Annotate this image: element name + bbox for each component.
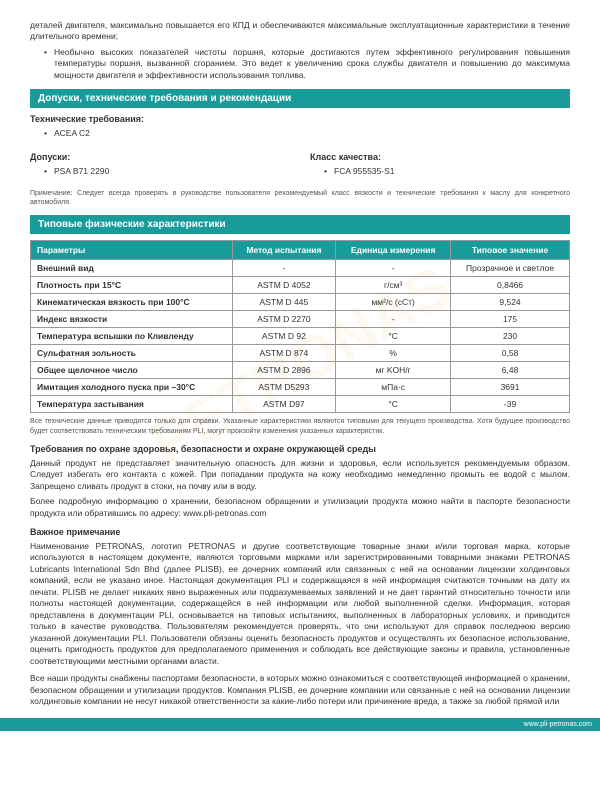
physical-note: Все технические данные приводятся только…	[30, 417, 570, 435]
table-cell: ASTM D5293	[232, 379, 336, 396]
table-cell: ASTM D97	[232, 396, 336, 413]
table-cell: Температура вспышки по Кливленду	[31, 328, 233, 345]
tech-req-label: Технические требования:	[30, 114, 570, 124]
quality-label: Класс качества:	[310, 152, 570, 162]
table-cell: Сульфатная зольность	[31, 345, 233, 362]
table-cell: ASTM D 2896	[232, 362, 336, 379]
table-cell: мм²/с (сСт)	[336, 294, 451, 311]
table-cell: ASTM D 2270	[232, 311, 336, 328]
table-cell: ASTM D 92	[232, 328, 336, 345]
physical-properties-table: Параметры Метод испытания Единица измере…	[30, 240, 570, 413]
table-cell: -	[336, 311, 451, 328]
table-cell: -39	[451, 396, 570, 413]
table-cell: ASTM D 445	[232, 294, 336, 311]
th-param: Параметры	[31, 241, 233, 260]
table-row: Общее щелочное числоASTM D 2896мг KOH/г6…	[31, 362, 570, 379]
table-row: Кинематическая вязкость при 100°CASTM D …	[31, 294, 570, 311]
table-cell: 9,524	[451, 294, 570, 311]
approvals-label: Допуски:	[30, 152, 290, 162]
table-cell: 175	[451, 311, 570, 328]
table-cell: 6,48	[451, 362, 570, 379]
intro-bullet: Необычно высоких показателей чистоты пор…	[44, 47, 570, 81]
approvals-item: PSA B71 2290	[44, 166, 290, 177]
th-typical: Типовое значение	[451, 241, 570, 260]
table-cell: г/см³	[336, 277, 451, 294]
table-row: Температура вспышки по КливлендуASTM D 9…	[31, 328, 570, 345]
table-cell: Прозрачное и светлое	[451, 260, 570, 277]
table-cell: °C	[336, 328, 451, 345]
table-cell: 3691	[451, 379, 570, 396]
table-cell: ASTM D 874	[232, 345, 336, 362]
table-cell: мПа·с	[336, 379, 451, 396]
table-cell: 0,58	[451, 345, 570, 362]
table-row: Внешний вид--Прозрачное и светлое	[31, 260, 570, 277]
health-p1: Данный продукт не представляет значитель…	[30, 458, 570, 492]
quality-item: FCA 955535-S1	[324, 166, 570, 177]
table-cell: °C	[336, 396, 451, 413]
table-cell: Кинематическая вязкость при 100°C	[31, 294, 233, 311]
table-cell: ASTM D 4052	[232, 277, 336, 294]
table-row: Индекс вязкостиASTM D 2270-175	[31, 311, 570, 328]
table-row: Плотность при 15°CASTM D 4052г/см³0,8466	[31, 277, 570, 294]
table-cell: -	[232, 260, 336, 277]
table-cell: Индекс вязкости	[31, 311, 233, 328]
table-row: Имитация холодного пуска при –30°CASTM D…	[31, 379, 570, 396]
table-cell: Внешний вид	[31, 260, 233, 277]
table-cell: Общее щелочное число	[31, 362, 233, 379]
health-title: Требования по охране здоровья, безопасно…	[30, 444, 570, 454]
th-method: Метод испытания	[232, 241, 336, 260]
table-row: Сульфатная зольностьASTM D 874%0,58	[31, 345, 570, 362]
approvals-note: Примечание: Следует всегда проверять в р…	[30, 189, 570, 207]
important-title: Важное примечание	[30, 527, 570, 537]
important-p1: Наименование PETRONAS, логотип PETRONAS …	[30, 541, 570, 667]
tech-req-item: ACEA C2	[44, 128, 570, 139]
table-cell: 0,8466	[451, 277, 570, 294]
important-p2: Все наши продукты снабжены паспортами бе…	[30, 673, 570, 707]
intro-paragraph: деталей двигателя, максимально повышаетс…	[30, 20, 570, 43]
table-cell: Имитация холодного пуска при –30°C	[31, 379, 233, 396]
footer-bar: www.pli-petronas.com	[0, 718, 600, 731]
table-cell: Температура застывания	[31, 396, 233, 413]
table-cell: мг KOH/г	[336, 362, 451, 379]
section-physical-header: Типовые физические характеристики	[30, 215, 570, 234]
th-unit: Единица измерения	[336, 241, 451, 260]
table-cell: %	[336, 345, 451, 362]
health-p2: Более подробную информацию о хранении, б…	[30, 496, 570, 519]
table-cell: -	[336, 260, 451, 277]
table-cell: Плотность при 15°C	[31, 277, 233, 294]
section-approvals-header: Допуски, технические требования и рекоме…	[30, 89, 570, 108]
document-content: деталей двигателя, максимально повышаетс…	[30, 20, 570, 708]
table-row: Температура застыванияASTM D97°C-39	[31, 396, 570, 413]
table-cell: 230	[451, 328, 570, 345]
